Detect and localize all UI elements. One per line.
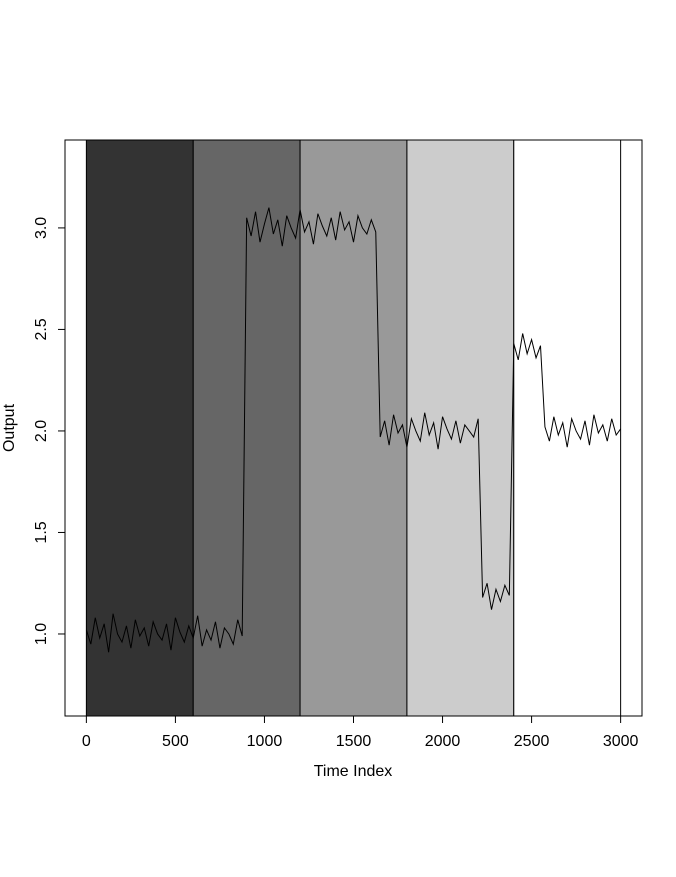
x-axis-label: Time Index: [314, 763, 393, 780]
x-tick-label: 2500: [514, 733, 550, 750]
x-tick-label: 500: [162, 733, 189, 750]
x-tick-label: 1000: [247, 733, 283, 750]
y-tick-label: 1.0: [33, 623, 50, 645]
x-tick-label: 3000: [603, 733, 639, 750]
region: [406, 139, 515, 717]
y-tick-label: 2.0: [33, 420, 50, 442]
y-axis-label: Output: [1, 403, 18, 452]
x-tick-label: 1500: [336, 733, 372, 750]
x-tick-label: 0: [82, 733, 91, 750]
y-tick-label: 1.5: [33, 521, 50, 543]
y-tick-label: 3.0: [33, 217, 50, 239]
x-tick-label: 2000: [425, 733, 461, 750]
series-line: [85, 207, 622, 653]
y-tick-label: 2.5: [33, 318, 50, 340]
region: [513, 139, 622, 717]
